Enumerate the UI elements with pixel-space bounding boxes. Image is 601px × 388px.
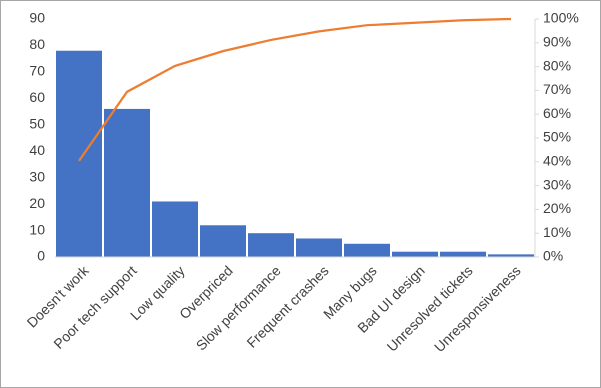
y2-tick-label: 50%: [543, 129, 571, 145]
y-tick-label: 40: [29, 142, 45, 158]
y2-tick-label: 40%: [543, 153, 571, 169]
y2-tick-label: 100%: [543, 10, 579, 26]
y-tick-label: 90: [29, 10, 45, 26]
bar: [248, 233, 294, 257]
bar: [296, 238, 342, 257]
y-tick-label: 60: [29, 89, 45, 105]
y-tick-label: 10: [29, 221, 45, 237]
bar: [104, 108, 150, 258]
y2-tick-label: 20%: [543, 200, 571, 216]
cumulative-line: [78, 17, 512, 162]
bar: [56, 50, 102, 257]
bar: [392, 251, 438, 257]
y2-tick-label: 60%: [543, 105, 571, 121]
bar: [200, 225, 246, 257]
y-tick-label: 80: [29, 36, 45, 52]
y2-tick-label: 30%: [543, 176, 571, 192]
bar: [344, 243, 390, 257]
y-tick-label: 0: [37, 248, 45, 264]
bar: [488, 254, 534, 257]
y2-tick-label: 90%: [543, 34, 571, 50]
y-tick-label: 70: [29, 63, 45, 79]
y2-tick-label: 0%: [543, 248, 563, 264]
y2-tick-label: 70%: [543, 81, 571, 97]
y-tick-label: 50: [29, 115, 45, 131]
bar: [152, 201, 198, 257]
y-tick-label: 30: [29, 168, 45, 184]
y-tick-label: 20: [29, 195, 45, 211]
y2-tick-label: 10%: [543, 224, 571, 240]
y2-tick-label: 80%: [543, 57, 571, 73]
bar: [440, 251, 486, 257]
